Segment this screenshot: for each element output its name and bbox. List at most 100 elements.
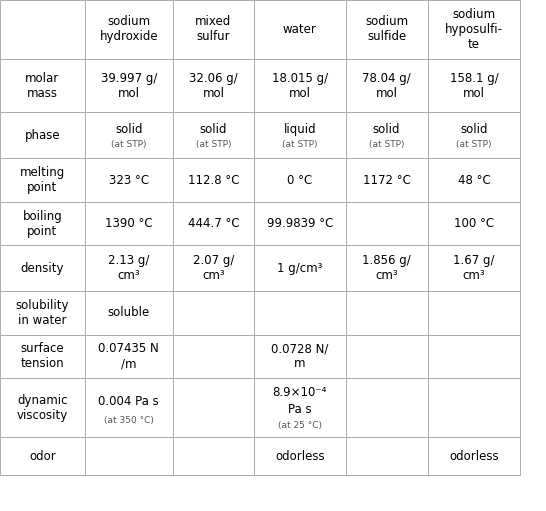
- Bar: [428, 0, 520, 59]
- Text: solid: solid: [373, 123, 400, 136]
- Bar: [254, 245, 346, 291]
- Bar: [254, 158, 346, 202]
- Text: 1.856 g/
cm³: 1.856 g/ cm³: [362, 254, 411, 282]
- Bar: [173, 202, 254, 245]
- Bar: [0, 112, 85, 158]
- Bar: [346, 291, 428, 335]
- Bar: [254, 0, 346, 59]
- Bar: [428, 202, 520, 245]
- Bar: [173, 59, 254, 112]
- Bar: [346, 112, 428, 158]
- Text: 323 °C: 323 °C: [109, 174, 149, 187]
- Text: molar
mass: molar mass: [25, 72, 60, 100]
- Text: mixed
sulfur: mixed sulfur: [195, 15, 232, 43]
- Bar: [85, 202, 173, 245]
- Text: odor: odor: [29, 450, 56, 462]
- Bar: [173, 112, 254, 158]
- Text: solid: solid: [460, 123, 488, 136]
- Text: soluble: soluble: [108, 307, 150, 319]
- Bar: [254, 202, 346, 245]
- Bar: [85, 158, 173, 202]
- Text: (at STP): (at STP): [282, 140, 318, 149]
- Text: 48 °C: 48 °C: [458, 174, 490, 187]
- Bar: [254, 378, 346, 437]
- Bar: [428, 437, 520, 475]
- Text: (at 25 °C): (at 25 °C): [278, 422, 322, 430]
- Text: 32.06 g/
mol: 32.06 g/ mol: [189, 72, 238, 100]
- Text: density: density: [21, 262, 64, 275]
- Text: (at STP): (at STP): [195, 140, 232, 149]
- Bar: [346, 245, 428, 291]
- Bar: [254, 291, 346, 335]
- Bar: [85, 0, 173, 59]
- Bar: [346, 335, 428, 378]
- Bar: [254, 437, 346, 475]
- Text: 2.13 g/
cm³: 2.13 g/ cm³: [108, 254, 150, 282]
- Bar: [346, 202, 428, 245]
- Bar: [173, 0, 254, 59]
- Text: solid: solid: [200, 123, 227, 136]
- Bar: [254, 112, 346, 158]
- Text: sodium
sulfide: sodium sulfide: [365, 15, 408, 43]
- Text: 1 g/cm³: 1 g/cm³: [277, 262, 323, 275]
- Bar: [85, 437, 173, 475]
- Bar: [0, 437, 85, 475]
- Bar: [173, 378, 254, 437]
- Text: (at STP): (at STP): [369, 140, 405, 149]
- Bar: [346, 437, 428, 475]
- Text: 39.997 g/
mol: 39.997 g/ mol: [100, 72, 157, 100]
- Bar: [0, 245, 85, 291]
- Text: 112.8 °C: 112.8 °C: [188, 174, 239, 187]
- Bar: [346, 0, 428, 59]
- Text: 158.1 g/
mol: 158.1 g/ mol: [449, 72, 498, 100]
- Text: odorless: odorless: [275, 450, 324, 462]
- Bar: [0, 59, 85, 112]
- Bar: [428, 291, 520, 335]
- Bar: [173, 245, 254, 291]
- Text: 1.67 g/
cm³: 1.67 g/ cm³: [453, 254, 495, 282]
- Text: Pa s: Pa s: [288, 403, 312, 416]
- Text: 8.9×10⁻⁴: 8.9×10⁻⁴: [272, 386, 327, 399]
- Bar: [173, 291, 254, 335]
- Bar: [0, 202, 85, 245]
- Text: 1390 °C: 1390 °C: [105, 217, 153, 230]
- Bar: [173, 335, 254, 378]
- Text: 18.015 g/
mol: 18.015 g/ mol: [272, 72, 328, 100]
- Text: 78.04 g/
mol: 78.04 g/ mol: [362, 72, 411, 100]
- Bar: [428, 335, 520, 378]
- Bar: [254, 335, 346, 378]
- Text: surface
tension: surface tension: [21, 342, 64, 370]
- Text: odorless: odorless: [449, 450, 498, 462]
- Bar: [428, 378, 520, 437]
- Bar: [428, 59, 520, 112]
- Bar: [0, 291, 85, 335]
- Bar: [173, 158, 254, 202]
- Text: 444.7 °C: 444.7 °C: [188, 217, 239, 230]
- Bar: [428, 245, 520, 291]
- Text: (at 350 °C): (at 350 °C): [104, 416, 154, 425]
- Bar: [85, 378, 173, 437]
- Bar: [0, 335, 85, 378]
- Text: boiling
point: boiling point: [22, 210, 62, 238]
- Text: solid: solid: [115, 123, 143, 136]
- Bar: [85, 335, 173, 378]
- Bar: [0, 0, 85, 59]
- Text: sodium
hydroxide: sodium hydroxide: [99, 15, 158, 43]
- Text: (at STP): (at STP): [111, 140, 147, 149]
- Bar: [85, 112, 173, 158]
- Text: (at STP): (at STP): [456, 140, 492, 149]
- Bar: [85, 291, 173, 335]
- Text: 99.9839 °C: 99.9839 °C: [266, 217, 333, 230]
- Text: water: water: [283, 23, 317, 36]
- Bar: [346, 158, 428, 202]
- Bar: [0, 378, 85, 437]
- Text: melting
point: melting point: [20, 166, 65, 194]
- Bar: [346, 378, 428, 437]
- Text: 0 °C: 0 °C: [287, 174, 312, 187]
- Text: liquid: liquid: [283, 123, 316, 136]
- Bar: [428, 158, 520, 202]
- Text: 0.0728 N/
m: 0.0728 N/ m: [271, 342, 329, 370]
- Text: 0.07435 N
/m: 0.07435 N /m: [98, 342, 159, 370]
- Bar: [85, 59, 173, 112]
- Text: sodium
hyposulfi-
te: sodium hyposulfi- te: [445, 8, 503, 51]
